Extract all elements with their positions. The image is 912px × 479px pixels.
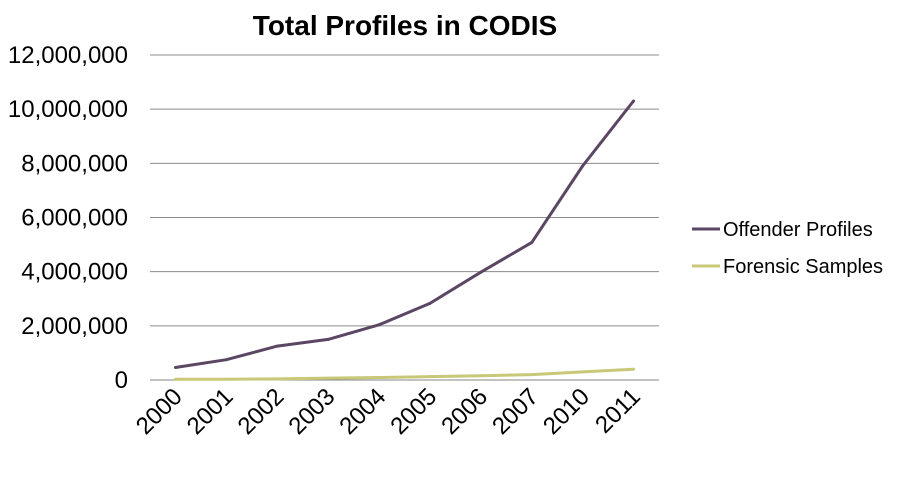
legend-label: Offender Profiles bbox=[723, 219, 873, 241]
series-line bbox=[175, 100, 635, 369]
data-point bbox=[326, 337, 330, 341]
data-point bbox=[479, 374, 483, 378]
data-point bbox=[428, 301, 432, 305]
x-tick-label: 2001 bbox=[182, 383, 239, 440]
y-tick-label: 0 bbox=[115, 367, 128, 394]
data-point bbox=[173, 366, 177, 370]
legend-label: Forensic Samples bbox=[723, 256, 883, 278]
data-point bbox=[377, 375, 381, 379]
data-point bbox=[632, 367, 636, 371]
chart-title: Total Profiles in CODIS bbox=[252, 10, 558, 41]
data-point bbox=[581, 370, 585, 374]
y-tick-label: 6,000,000 bbox=[21, 205, 128, 232]
y-tick-label: 2,000,000 bbox=[21, 313, 128, 340]
x-tick-label: 2007 bbox=[487, 383, 544, 440]
series-group bbox=[173, 99, 636, 381]
data-point bbox=[173, 377, 177, 381]
data-point bbox=[479, 270, 483, 274]
x-tick-label: 2003 bbox=[284, 383, 341, 440]
data-point bbox=[632, 99, 636, 103]
x-tick-label: 2004 bbox=[334, 383, 391, 440]
data-point bbox=[275, 377, 279, 381]
data-point bbox=[275, 344, 279, 348]
data-point bbox=[530, 373, 534, 377]
x-tick-label: 2006 bbox=[436, 383, 493, 440]
y-tick-label: 4,000,000 bbox=[21, 259, 128, 286]
x-tick-label: 2011 bbox=[590, 383, 646, 439]
data-point bbox=[428, 375, 432, 379]
x-tick-label: 2002 bbox=[233, 383, 290, 440]
data-point bbox=[224, 358, 228, 362]
x-tick-label: 2010 bbox=[538, 383, 595, 440]
data-point bbox=[224, 377, 228, 381]
gridlines bbox=[150, 54, 659, 381]
data-point bbox=[326, 376, 330, 380]
y-tick-label: 8,000,000 bbox=[21, 150, 128, 177]
data-point bbox=[377, 323, 381, 327]
data-point bbox=[530, 240, 534, 244]
x-tick-label: 2005 bbox=[385, 383, 442, 440]
legend: Offender Profiles Forensic Samples bbox=[692, 219, 883, 278]
y-axis: 0 2,000,000 4,000,000 6,000,000 8,000,000 10,… bbox=[8, 42, 128, 394]
y-tick-label: 10,000,000 bbox=[8, 96, 128, 123]
x-tick-label: 2000 bbox=[131, 383, 188, 440]
y-tick-label: 12,000,000 bbox=[8, 42, 128, 69]
series-line bbox=[175, 367, 634, 381]
data-point bbox=[581, 164, 585, 168]
